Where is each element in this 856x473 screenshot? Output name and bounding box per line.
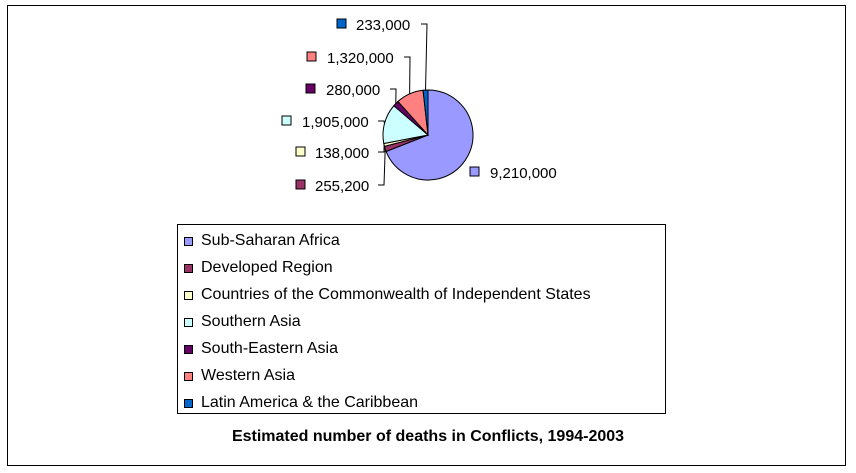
legend-swatch bbox=[184, 263, 193, 273]
chart-title: Estimated number of deaths in Conflicts,… bbox=[231, 428, 625, 445]
legend-label: Developed Region bbox=[201, 259, 333, 276]
data-label-1: 9,210,000 bbox=[490, 165, 557, 182]
legend-item: Sub-Saharan Africa bbox=[184, 231, 340, 251]
legend-label: South-Eastern Asia bbox=[201, 340, 338, 357]
leader-line-4 bbox=[378, 120, 385, 124]
legend-label: Western Asia bbox=[201, 367, 295, 384]
legend-item: Western Asia bbox=[184, 366, 295, 386]
data-label-swatch-2 bbox=[295, 179, 306, 190]
legend-label: Southern Asia bbox=[201, 313, 301, 330]
legend-item: Latin America & the Caribbean bbox=[184, 393, 418, 413]
pie-slice-7 bbox=[422, 89, 429, 136]
data-label-swatch-3 bbox=[295, 146, 306, 157]
legend-item: Developed Region bbox=[184, 258, 333, 278]
data-label-2: 255,200 bbox=[315, 178, 369, 195]
legend-swatch bbox=[184, 317, 193, 327]
legend-label: Sub-Saharan Africa bbox=[201, 232, 340, 249]
data-label-5: 280,000 bbox=[326, 82, 380, 99]
data-label-swatch-5 bbox=[305, 83, 316, 94]
legend-swatch bbox=[184, 398, 193, 408]
data-label-swatch-7 bbox=[336, 18, 347, 29]
data-label-7: 233,000 bbox=[356, 17, 410, 34]
data-label-swatch-1 bbox=[469, 166, 480, 177]
pie-slice-1 bbox=[385, 89, 474, 181]
data-label-3: 138,000 bbox=[315, 145, 369, 162]
chart-area bbox=[7, 5, 846, 466]
legend-label: Countries of the Commonwealth of Indepen… bbox=[201, 286, 591, 303]
legend: Sub-Saharan Africa Developed Region Countr… bbox=[177, 224, 666, 414]
leader-line-2 bbox=[378, 148, 386, 186]
legend-swatch bbox=[184, 371, 193, 381]
legend-label: Latin America & the Caribbean bbox=[201, 394, 419, 411]
data-label-swatch-6 bbox=[306, 51, 317, 62]
legend-item: Countries of the Commonwealth of Indepen… bbox=[184, 285, 591, 305]
legend-swatch bbox=[184, 236, 193, 246]
data-label-swatch-4 bbox=[281, 115, 292, 126]
leader-line-5 bbox=[390, 88, 397, 104]
data-label-4: 1,905,000 bbox=[302, 114, 369, 131]
legend-swatch bbox=[184, 344, 193, 354]
leader-line-3 bbox=[378, 144, 385, 153]
legend-swatch bbox=[184, 290, 193, 300]
legend-item: Southern Asia bbox=[184, 312, 301, 332]
legend-item: South-Eastern Asia bbox=[184, 339, 338, 359]
leader-line-6 bbox=[404, 56, 411, 94]
leader-line-7 bbox=[421, 23, 428, 91]
data-label-6: 1,320,000 bbox=[327, 50, 394, 67]
